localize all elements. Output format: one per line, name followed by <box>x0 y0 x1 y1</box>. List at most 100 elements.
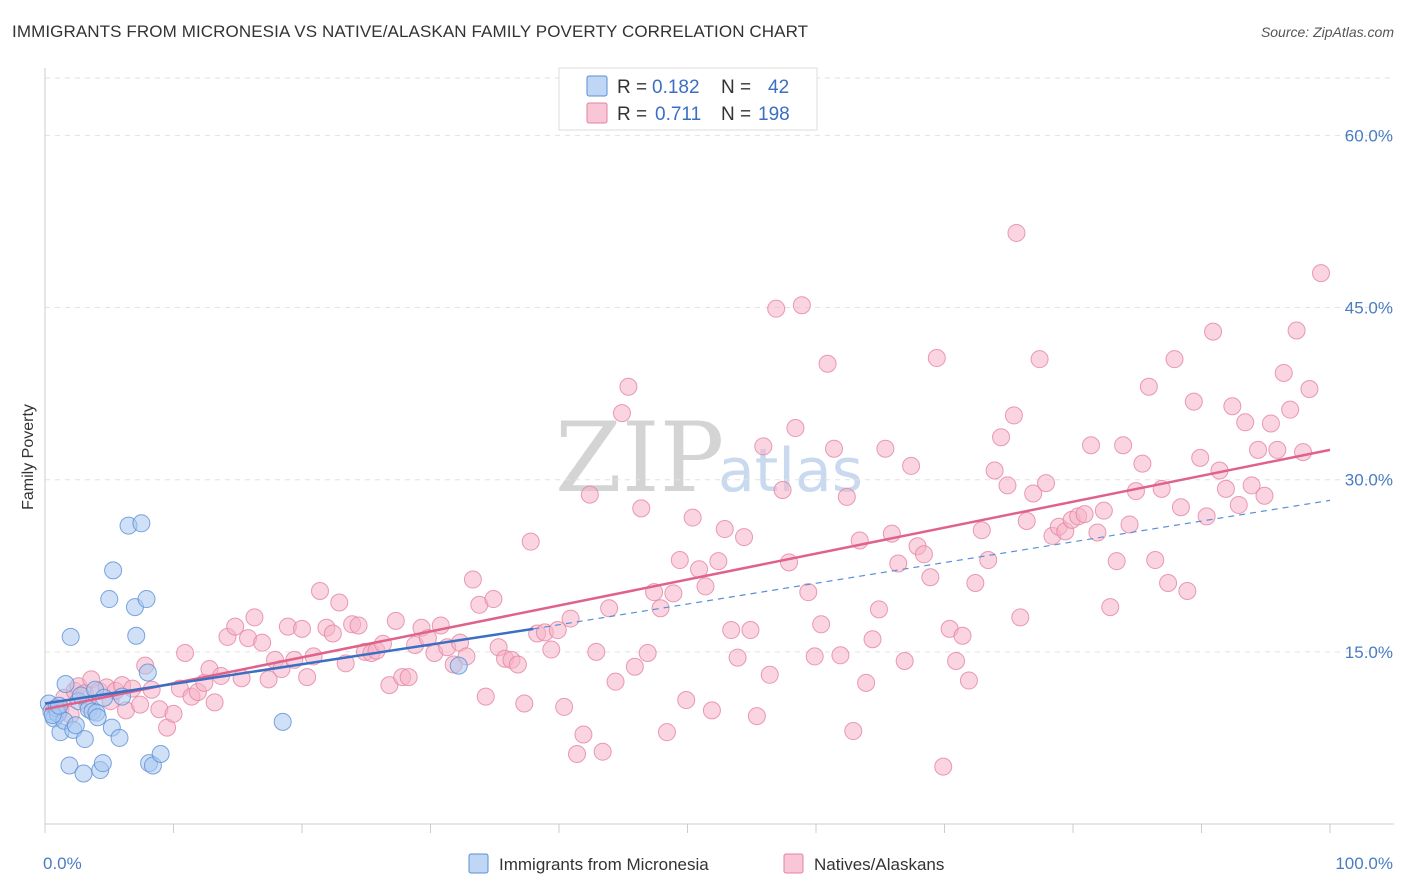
point-s1-140 <box>927 349 946 368</box>
point-s1-68 <box>463 570 482 589</box>
point-s1-183 <box>1204 322 1223 341</box>
point-s1-116 <box>773 481 792 500</box>
point-s0-14 <box>74 764 93 783</box>
point-s1-136 <box>902 456 921 475</box>
point-s1-84 <box>567 744 586 763</box>
chart-source: Source: ZipAtlas.com <box>1260 24 1394 40</box>
point-s1-94 <box>632 499 651 518</box>
point-s1-149 <box>985 461 1004 480</box>
point-s1-179 <box>1178 582 1197 601</box>
point-s1-111 <box>741 621 760 640</box>
point-s1-193 <box>1268 440 1287 459</box>
point-s1-70 <box>476 687 495 706</box>
point-s0-32 <box>132 514 151 533</box>
point-s1-153 <box>1011 608 1030 627</box>
point-s1-105 <box>702 701 721 720</box>
trend-line-natives <box>44 448 1331 711</box>
point-s1-167 <box>1101 598 1120 617</box>
point-s1-139 <box>921 568 940 587</box>
point-s1-120 <box>799 583 818 602</box>
point-s1-83 <box>561 609 580 628</box>
point-s1-75 <box>508 655 527 674</box>
point-s1-143 <box>947 652 966 671</box>
legend-n-value-micronesia: 42 <box>768 77 789 98</box>
point-s1-76 <box>515 694 534 713</box>
point-s1-110 <box>735 528 754 547</box>
trend-layer <box>44 448 1331 711</box>
point-s0-20 <box>88 708 107 727</box>
point-s1-21 <box>164 704 183 723</box>
bottom-legend: Immigrants from Micronesia Natives/Alask… <box>468 853 944 874</box>
point-s1-157 <box>1037 474 1056 493</box>
point-s1-50 <box>349 616 368 635</box>
point-s1-178 <box>1171 498 1190 517</box>
point-s0-34 <box>138 663 157 682</box>
point-s1-108 <box>722 621 741 640</box>
point-s1-180 <box>1184 392 1203 411</box>
point-s1-197 <box>1294 443 1313 462</box>
point-s1-80 <box>542 640 561 659</box>
point-s1-100 <box>670 551 689 570</box>
point-s0-31 <box>127 626 146 645</box>
point-s1-93 <box>625 657 644 676</box>
point-s1-192 <box>1261 414 1280 433</box>
point-s0-22 <box>93 754 112 773</box>
point-s1-177 <box>1165 350 1184 369</box>
point-s0-37 <box>151 744 170 763</box>
legend-n-label-natives: N = <box>721 104 751 125</box>
point-s1-200 <box>1007 223 1026 242</box>
point-s1-173 <box>1139 377 1158 396</box>
point-s1-119 <box>792 296 811 315</box>
point-s1-132 <box>876 439 895 458</box>
point-s1-172 <box>1133 454 1152 473</box>
point-s0-7 <box>56 674 75 693</box>
point-s1-163 <box>1075 505 1094 524</box>
point-s1-176 <box>1159 573 1178 592</box>
point-s1-188 <box>1236 413 1255 432</box>
point-s1-47 <box>330 593 349 612</box>
y-tick-label-2: 45.0% <box>1345 299 1393 318</box>
point-s1-185 <box>1216 479 1235 498</box>
point-s1-190 <box>1249 440 1268 459</box>
point-s1-107 <box>715 520 734 539</box>
point-s1-16 <box>131 695 150 714</box>
series-layer <box>39 223 1331 783</box>
point-s0-26 <box>104 561 123 580</box>
point-s1-127 <box>844 722 863 741</box>
trend-line-micronesia <box>44 627 534 705</box>
point-s1-187 <box>1229 495 1248 514</box>
y-axis-title: Family Poverty <box>20 404 37 510</box>
point-s1-71 <box>484 590 503 609</box>
point-s1-152 <box>1004 406 1023 425</box>
point-s1-86 <box>580 485 599 504</box>
point-s1-138 <box>914 545 933 564</box>
y-tick-labels: 15.0% 30.0% 45.0% 60.0% <box>1345 126 1393 661</box>
point-s1-166 <box>1094 501 1113 520</box>
point-s1-97 <box>651 599 670 618</box>
watermark: ZIP atlas <box>555 402 863 514</box>
point-s0-27 <box>110 728 129 747</box>
point-s1-146 <box>966 573 985 592</box>
y-tick-label-3: 60.0% <box>1345 126 1393 145</box>
point-s1-186 <box>1223 397 1242 416</box>
point-s0-8 <box>60 756 79 775</box>
point-s0-9 <box>61 627 80 646</box>
point-s1-56 <box>386 611 405 630</box>
point-s1-104 <box>696 577 715 596</box>
point-s1-151 <box>998 476 1017 495</box>
point-s1-174 <box>1146 551 1165 570</box>
point-s1-145 <box>959 671 978 690</box>
bottom-legend-label-micronesia: Immigrants from Micronesia <box>499 855 709 874</box>
point-s1-46 <box>323 624 342 643</box>
bottom-legend-swatch-natives <box>783 853 804 874</box>
point-s1-55 <box>380 676 399 695</box>
point-s1-88 <box>593 742 612 761</box>
x-tick-labels: 0.0% 100.0% <box>43 854 1393 873</box>
point-s1-129 <box>857 673 876 692</box>
watermark-zip: ZIP <box>555 402 724 514</box>
legend-r-label-micronesia: R = <box>617 77 647 98</box>
point-s1-44 <box>310 582 329 601</box>
point-s1-131 <box>869 600 888 619</box>
point-s1-112 <box>747 707 766 726</box>
point-s1-117 <box>780 553 799 572</box>
